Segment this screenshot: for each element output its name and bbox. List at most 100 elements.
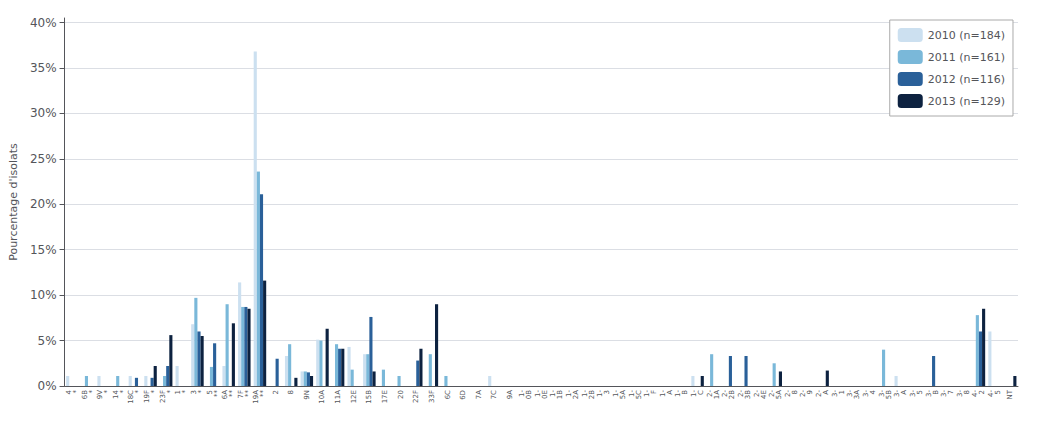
svg-text:30%: 30% <box>30 106 57 120</box>
svg-text:11A: 11A <box>334 390 342 404</box>
svg-text:15%: 15% <box>30 243 57 257</box>
svg-text:2-: 2- <box>705 390 714 397</box>
svg-text:1A: 1A <box>713 390 721 399</box>
svg-text:6A: 6A <box>221 390 230 400</box>
svg-text:7: 7 <box>947 390 955 394</box>
svg-text:*: * <box>181 390 189 394</box>
svg-text:2-: 2- <box>721 390 730 397</box>
svg-text:0B: 0B <box>525 390 533 399</box>
svg-text:*: * <box>88 390 96 394</box>
svg-text:2011 (n=161): 2011 (n=161) <box>928 51 1005 64</box>
svg-text:1-: 1- <box>596 390 605 397</box>
svg-text:22F: 22F <box>412 390 420 403</box>
svg-text:4E: 4E <box>760 390 768 399</box>
svg-text:9V: 9V <box>96 390 105 400</box>
svg-text:17E: 17E <box>381 390 389 403</box>
svg-text:8: 8 <box>963 390 971 394</box>
svg-text:A: A <box>900 390 908 395</box>
svg-text:7F: 7F <box>236 390 245 399</box>
svg-text:9: 9 <box>806 390 814 394</box>
svg-text:9N: 9N <box>303 390 311 400</box>
svg-text:B: B <box>932 390 940 395</box>
svg-text:2B: 2B <box>728 390 736 399</box>
svg-text:1-: 1- <box>533 390 542 397</box>
svg-text:**: ** <box>213 390 221 398</box>
svg-text:15B: 15B <box>365 390 373 404</box>
svg-text:2-: 2- <box>737 390 745 397</box>
svg-text:5C: 5C <box>635 390 643 399</box>
svg-text:5%: 5% <box>38 334 57 348</box>
svg-text:C: C <box>697 390 705 395</box>
svg-text:1-: 1- <box>518 390 527 397</box>
svg-text:10A: 10A <box>318 390 326 404</box>
svg-text:F: F <box>650 390 658 394</box>
svg-text:2013 (n=129): 2013 (n=129) <box>928 95 1005 108</box>
svg-text:12E: 12E <box>350 390 358 403</box>
svg-text:2: 2 <box>978 390 986 394</box>
svg-text:23F: 23F <box>158 390 167 403</box>
svg-text:8: 8 <box>791 390 799 394</box>
svg-text:Pourcentage d'isolats: Pourcentage d'isolats <box>7 143 20 261</box>
svg-text:5: 5 <box>994 390 1002 394</box>
svg-text:5A: 5A <box>775 390 783 399</box>
svg-text:1-: 1- <box>690 390 699 397</box>
svg-text:19F: 19F <box>143 390 151 403</box>
svg-text:2010 (n=184): 2010 (n=184) <box>928 29 1005 42</box>
svg-text:35%: 35% <box>30 61 57 75</box>
svg-text:1-: 1- <box>643 390 652 397</box>
svg-text:7C: 7C <box>490 390 498 399</box>
svg-text:20%: 20% <box>30 197 57 211</box>
svg-text:33F: 33F <box>428 390 436 403</box>
svg-text:1-: 1- <box>611 390 620 397</box>
svg-text:5B: 5B <box>885 390 893 399</box>
svg-text:**: ** <box>244 390 252 398</box>
svg-text:**: ** <box>259 390 267 398</box>
svg-text:2012 (n=116): 2012 (n=116) <box>928 73 1005 86</box>
svg-text:A: A <box>822 390 830 395</box>
svg-text:3: 3 <box>603 390 611 394</box>
svg-text:4: 4 <box>869 389 877 394</box>
svg-text:B: B <box>681 390 689 395</box>
svg-text:2-: 2- <box>752 390 761 397</box>
svg-text:1B: 1B <box>556 390 564 399</box>
svg-text:7A: 7A <box>475 390 483 399</box>
svg-text:9A: 9A <box>506 390 514 399</box>
svg-text:6B: 6B <box>80 390 89 400</box>
svg-text:3A: 3A <box>853 390 861 399</box>
svg-text:25%: 25% <box>30 152 57 166</box>
svg-text:2B: 2B <box>588 390 596 399</box>
svg-text:*: * <box>103 390 111 394</box>
svg-text:1-: 1- <box>565 390 573 397</box>
svg-text:*: * <box>119 390 127 394</box>
svg-text:5: 5 <box>916 390 924 394</box>
svg-text:19A: 19A <box>252 390 261 404</box>
svg-text:40%: 40% <box>30 16 57 30</box>
svg-text:*: * <box>134 390 142 394</box>
svg-text:2A: 2A <box>572 390 580 399</box>
svg-text:1: 1 <box>838 390 846 394</box>
svg-text:*: * <box>72 390 80 394</box>
svg-text:20: 20 <box>397 390 405 399</box>
svg-text:8: 8 <box>287 390 295 394</box>
svg-text:10%: 10% <box>30 288 57 302</box>
svg-text:6C: 6C <box>444 390 452 399</box>
svg-text:1-: 1- <box>674 390 683 397</box>
svg-text:2: 2 <box>272 390 280 394</box>
svg-text:0%: 0% <box>38 379 57 393</box>
svg-text:0E: 0E <box>541 390 549 399</box>
svg-text:14: 14 <box>111 390 120 399</box>
svg-text:1-: 1- <box>658 390 667 397</box>
svg-text:1-: 1- <box>549 390 558 397</box>
svg-text:**: ** <box>228 390 236 398</box>
svg-text:5A: 5A <box>619 390 627 399</box>
svg-text:*: * <box>197 390 205 394</box>
svg-text:1-: 1- <box>627 390 636 397</box>
svg-text:*: * <box>150 390 158 394</box>
svg-text:*: * <box>166 390 174 394</box>
svg-text:18C: 18C <box>127 390 136 404</box>
svg-text:3B: 3B <box>744 390 752 399</box>
svg-text:A: A <box>666 390 674 395</box>
svg-text:6D: 6D <box>459 390 467 400</box>
svg-text:1-: 1- <box>580 390 589 397</box>
svg-text:NT: NT <box>1006 389 1014 399</box>
